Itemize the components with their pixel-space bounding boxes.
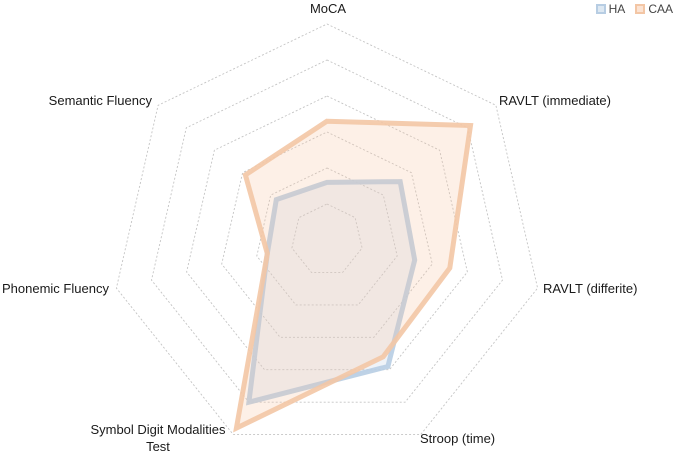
legend-item-caa: CAA [635, 2, 673, 16]
legend-label-ha: HA [608, 2, 626, 16]
radar-grid [115, 23, 539, 436]
axis-label-phonemic-fluency: Phonemic Fluency [2, 281, 109, 296]
axis-label-ravlt-immediate: RAVLT (immediate) [499, 93, 611, 108]
legend-item-ha: HA [595, 2, 626, 16]
legend-swatch-ha [595, 4, 606, 14]
series-ha-polygon [245, 179, 418, 406]
axis-labels: MoCA RAVLT (immediate) RAVLT (differite)… [2, 1, 637, 454]
series-caa-polygon [233, 118, 474, 433]
grid-ring-3 [221, 131, 433, 338]
grid-ring-2 [256, 167, 398, 306]
axis-label-ravlt-differite: RAVLT (differite) [543, 281, 637, 296]
legend-swatch-caa [635, 4, 646, 14]
axis-label-stroop-time: Stroop (time) [420, 431, 495, 446]
axis-label-semantic-fluency: Semantic Fluency [49, 93, 153, 108]
legend-label-caa: CAA [648, 2, 673, 16]
axis-label-moca: MoCA [310, 1, 346, 16]
legend: HA CAA [595, 2, 673, 16]
grid-ring-6 [115, 23, 539, 436]
grid-ring-1 [291, 203, 363, 273]
radar-series [233, 118, 474, 433]
grid-ring-4 [186, 95, 468, 371]
axis-label-sdmt: Symbol Digit Modalities Test [90, 422, 226, 454]
